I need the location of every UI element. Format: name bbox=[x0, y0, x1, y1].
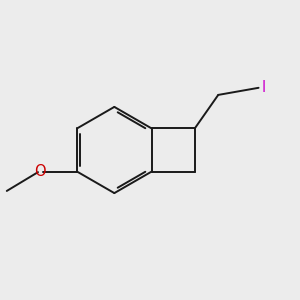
Text: I: I bbox=[262, 80, 266, 95]
Text: O: O bbox=[34, 164, 46, 179]
